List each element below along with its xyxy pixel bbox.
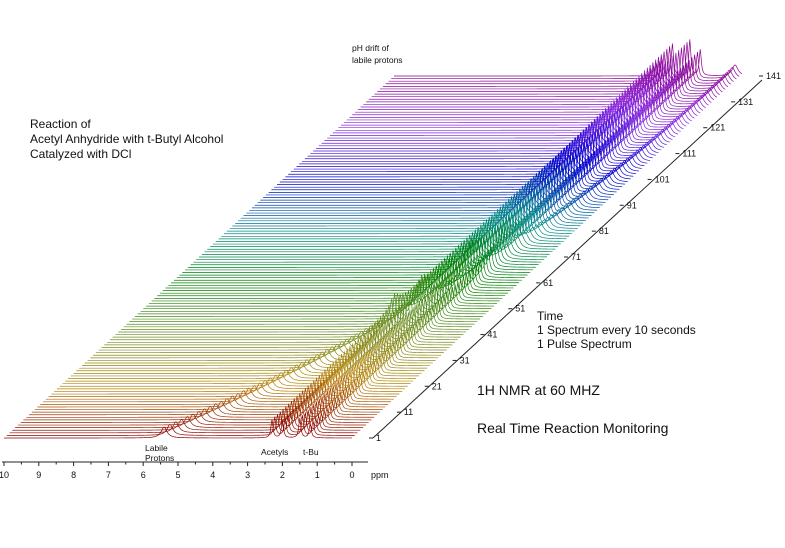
x-tick-label: 10: [0, 470, 9, 480]
spectrum-line: [151, 273, 500, 302]
spectrum-line: [157, 267, 506, 297]
acetyls-label: Acetyls: [261, 447, 288, 457]
depth-tick-label: 141: [766, 71, 781, 81]
title-line-2: Acetyl Anhydride with t-Butyl Alcohol: [30, 132, 223, 146]
x-tick-label: 6: [141, 470, 146, 480]
ph-drift-label-line-2: labile protons: [352, 55, 403, 65]
x-tick-label: 9: [36, 470, 41, 480]
title-line-1: Reaction of: [30, 117, 91, 131]
spectrum-line: [171, 247, 520, 284]
spectrum-line: [176, 239, 525, 279]
spectrum-line: [154, 270, 503, 299]
spectrum-line: [148, 274, 497, 304]
spectrum-line: [173, 242, 522, 281]
spectra-layer: [4, 39, 743, 439]
depth-axis-line: [372, 79, 763, 439]
spectrum-line: [162, 261, 511, 291]
depth-tick-label: 131: [738, 97, 753, 107]
x-tick-label: 5: [175, 470, 180, 480]
instrument-label: 1H NMR at 60 MHZ: [477, 382, 600, 398]
subtitle: Real Time Reaction Monitoring: [477, 420, 668, 436]
spectrum-line: [168, 252, 517, 286]
depth-tick-label: 31: [460, 355, 470, 365]
depth-tick-label: 21: [432, 381, 442, 391]
spectrum-line: [4, 417, 352, 439]
x-tick-label: 4: [210, 470, 215, 480]
depth-tick-label: 81: [599, 226, 609, 236]
x-axis-label: ppm: [371, 470, 389, 480]
depth-tick-label: 91: [627, 200, 637, 210]
depth-tick-label: 71: [571, 252, 581, 262]
x-tick-group: 10 9 8 7 6 5 4 3 2 1 0: [0, 462, 355, 480]
depth-tick-label: 41: [487, 330, 497, 340]
depth-tick-label: 111: [682, 149, 696, 159]
spectrum-line: [165, 257, 514, 289]
labile-label-line-1: Labile: [145, 443, 168, 453]
labile-label-line-2: Protons: [145, 453, 174, 463]
depth-tick-label: 51: [515, 304, 525, 314]
depth-tick-label: 61: [543, 278, 553, 288]
x-tick-label: 1: [315, 470, 320, 480]
time-note-line-1: Time: [537, 309, 564, 323]
depth-tick-label: 121: [710, 123, 725, 133]
depth-tick-label: 1: [376, 433, 381, 443]
time-note-line-3: 1 Pulse Spectrum: [537, 337, 632, 351]
x-tick-label: 7: [106, 470, 111, 480]
depth-tick-label: 11: [404, 407, 413, 417]
title-line-3: Catalyzed with DCl: [30, 147, 131, 161]
ph-drift-label-line-1: pH drift of: [352, 43, 389, 53]
spectrum-line: [43, 379, 391, 403]
tbu-label: t-Bu: [303, 447, 319, 457]
depth-tick-label: 101: [655, 174, 670, 184]
spectrum-line: [160, 264, 508, 294]
x-tick-label: 8: [71, 470, 76, 480]
x-tick-label: 2: [280, 470, 285, 480]
x-axis: 10 9 8 7 6 5 4 3 2 1 0 ppm: [0, 461, 389, 480]
x-tick-label: 0: [349, 470, 354, 480]
x-tick-label: 3: [245, 470, 250, 480]
time-note-line-2: 1 Spectrum every 10 seconds: [537, 323, 696, 337]
